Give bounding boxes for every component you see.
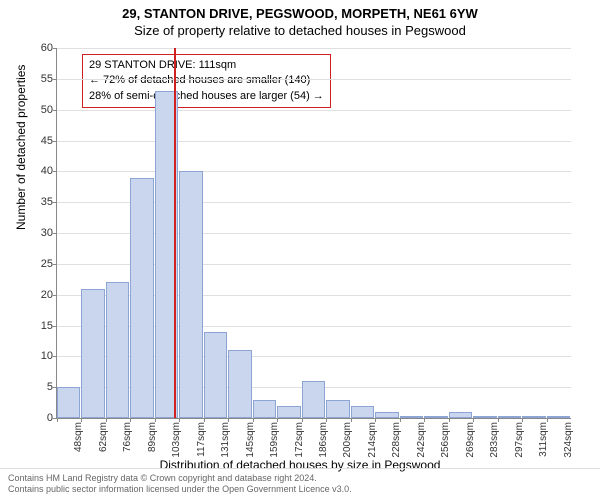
histogram-bar [228,350,251,418]
x-tick-label: 172sqm [294,418,305,458]
callout-line-1: 29 STANTON DRIVE: 111sqm [89,58,324,73]
x-tick-label: 62sqm [98,418,109,452]
x-tick-label: 269sqm [465,418,476,458]
x-tick-label: 297sqm [514,418,525,458]
x-tick [424,418,425,422]
histogram-chart: 29 STANTON DRIVE: 111sqm ← 72% of detach… [56,48,571,419]
x-tick [277,418,278,422]
y-tick-label: 20 [41,289,57,301]
x-tick [375,418,376,422]
histogram-bar [57,387,80,418]
gridline [57,171,571,172]
marker-line [174,48,176,418]
histogram-bar [277,406,300,418]
x-tick [400,418,401,422]
x-tick-label: 186sqm [318,418,329,458]
x-tick-label: 159sqm [269,418,280,458]
y-tick-label: 50 [41,104,57,116]
y-tick-label: 0 [47,412,57,424]
histogram-bar [253,400,276,419]
x-tick-label: 131sqm [220,418,231,458]
x-tick [302,418,303,422]
x-tick [130,418,131,422]
x-tick [81,418,82,422]
histogram-bar [130,178,153,419]
gridline [57,110,571,111]
histogram-bar [326,400,349,419]
y-tick-label: 30 [41,227,57,239]
y-axis-label: Number of detached properties [14,65,28,230]
x-tick [473,418,474,422]
y-tick-label: 25 [41,258,57,270]
footer-line-1: Contains HM Land Registry data © Crown c… [8,473,592,485]
callout-line-2: ← 72% of detached houses are smaller (14… [89,73,324,88]
page-subtitle: Size of property relative to detached ho… [0,21,600,38]
x-tick-label: 200sqm [342,418,353,458]
footer-line-2: Contains public sector information licen… [8,484,592,496]
y-tick-label: 35 [41,196,57,208]
callout-line-3: 28% of semi-detached houses are larger (… [89,89,324,104]
x-tick [498,418,499,422]
x-tick-label: 324sqm [563,418,574,458]
x-tick-label: 242sqm [416,418,427,458]
x-tick-label: 103sqm [171,418,182,458]
x-tick [522,418,523,422]
x-tick [155,418,156,422]
y-tick-label: 10 [41,350,57,362]
marker-callout: 29 STANTON DRIVE: 111sqm ← 72% of detach… [82,54,331,108]
y-tick-label: 5 [47,381,57,393]
y-tick-label: 45 [41,135,57,147]
gridline [57,141,571,142]
x-tick-label: 48sqm [73,418,84,452]
histogram-bar [302,381,325,418]
y-tick-label: 55 [41,73,57,85]
x-tick-label: 214sqm [367,418,378,458]
x-tick [57,418,58,422]
x-tick-label: 76sqm [122,418,133,452]
x-tick [326,418,327,422]
page-title: 29, STANTON DRIVE, PEGSWOOD, MORPETH, NE… [0,0,600,21]
x-tick-label: 283sqm [489,418,500,458]
x-tick [179,418,180,422]
x-tick [253,418,254,422]
x-tick [204,418,205,422]
histogram-bar [179,171,202,418]
histogram-bar [204,332,227,418]
gridline [57,48,571,49]
histogram-bar [106,282,129,418]
attribution-footer: Contains HM Land Registry data © Crown c… [0,468,600,500]
histogram-bar [81,289,104,419]
x-tick [228,418,229,422]
x-tick [449,418,450,422]
y-tick-label: 15 [41,320,57,332]
x-tick-label: 311sqm [538,418,549,457]
x-tick-label: 89sqm [147,418,158,452]
x-tick [351,418,352,422]
x-tick-label: 145sqm [245,418,256,458]
histogram-bar [351,406,374,418]
x-tick [547,418,548,422]
x-tick [106,418,107,422]
y-tick-label: 40 [41,165,57,177]
y-tick-label: 60 [41,42,57,54]
x-tick-label: 256sqm [440,418,451,458]
gridline [57,79,571,80]
x-tick-label: 228sqm [391,418,402,458]
x-tick-label: 117sqm [196,418,207,457]
